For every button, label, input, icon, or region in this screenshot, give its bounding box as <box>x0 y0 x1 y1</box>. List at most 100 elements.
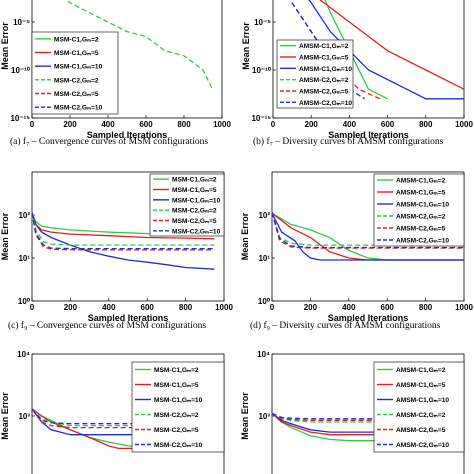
x-tick-label-b: 600 <box>381 120 395 129</box>
series-line-f-2 <box>272 412 464 436</box>
y-tick-label-f: 10⁴ <box>257 350 270 359</box>
legend-label-a-1: MSM-C1,Gₘ=2 <box>54 36 99 43</box>
series-line-c-6 <box>32 212 215 250</box>
y-tick-label-d: 10⁰ <box>258 297 271 306</box>
legend-f: AMSM-C1,Gₘ=2 AMSM-C1,Gₘ=5 AMSM-C1,Gₘ=10 AMS… <box>373 361 465 453</box>
series-line-f-3 <box>272 412 464 433</box>
series-line-e-2 <box>32 408 215 450</box>
legend-label-c-5: MSM-C2,Gₘ=5 <box>172 218 217 225</box>
legend-label-d-1: AMSM-C1,Gₘ=2 <box>396 178 446 185</box>
legend-label-a-6: MSM-C2,Gₘ=10 <box>54 105 103 112</box>
x-tick-label-b: 1000 <box>455 120 473 129</box>
legend-label-f-5: AMSM-C2,Gₘ=5 <box>396 427 446 434</box>
x-axis-label-b: Sampled Iterations <box>328 130 409 140</box>
series-line-b-2 <box>319 0 464 90</box>
x-tick-label-a: 0 <box>30 120 35 129</box>
legend-label-b-4: AMSM-C2,Gₘ=2 <box>299 77 349 84</box>
legend-box-f <box>373 361 465 453</box>
series-line-d-6 <box>272 212 464 249</box>
legend-label-d-6: AMSM-C2,Gₘ=10 <box>396 238 449 245</box>
y-tick-label-b: 10⁻¹⁵ <box>251 114 271 123</box>
series-line-f-6 <box>272 412 464 420</box>
y-tick-label-c: 10² <box>18 211 30 220</box>
plot-frame-b <box>272 0 465 119</box>
series-line-c-4 <box>32 211 215 246</box>
series-line-a-4 <box>65 0 214 90</box>
panel-b: 0 200 400 600 800 1000 Sampled Iterations 10⁻¹⁵… <box>241 0 473 140</box>
y-tick-label-a: 10⁻¹⁰ <box>11 66 31 75</box>
legend-label-b-1: AMSM-C1,Gₘ=2 <box>299 43 349 50</box>
legend-a: MSM-C1,Gₘ=2 MSM-C1,Gₘ=5 MSM-C1,Gₘ=10 MSM-C2… <box>31 31 119 115</box>
series-group-d <box>272 211 464 261</box>
caption-d: (d) f₉ – Diversity curves of AMSM config… <box>250 321 441 331</box>
x-tick-label-c: 800 <box>179 303 193 312</box>
y-axis-label-f: Mean Error <box>240 392 250 440</box>
y-axis-label-a: Mean Error <box>0 22 10 70</box>
x-tick-label-b: 0 <box>271 120 276 129</box>
legend-label-c-3: MSM-C1,Gₘ=10 <box>172 197 221 204</box>
x-tick-label-d: 600 <box>381 303 395 312</box>
legend-label-e-2: MSM-C1,Gₘ=5 <box>154 382 199 389</box>
legend-label-e-6: MSM-C2,Gₘ=10 <box>154 442 203 449</box>
legend-label-c-1: MSM-C1,Gₘ=2 <box>172 177 217 184</box>
legend-label-a-5: MSM-C2,Gₘ=5 <box>54 91 99 98</box>
x-axis-label-a: Sampled Iterations <box>87 130 168 140</box>
x-tick-label-d: 200 <box>304 303 318 312</box>
y-tick-label-d: 10² <box>258 211 270 220</box>
legend-label-a-2: MSM-C1,Gₘ=5 <box>54 50 99 57</box>
series-group-a <box>65 0 214 90</box>
x-tick-label-d: 0 <box>270 303 275 312</box>
x-tick-label-d: 1000 <box>455 303 473 312</box>
legend-label-d-2: AMSM-C1,Gₘ=5 <box>396 190 446 197</box>
legend-label-a-4: MSM-C2,Gₘ=2 <box>54 77 99 84</box>
legend-e: MSM-C1,Gₘ=2 MSM-C1,Gₘ=5 MSM-C1,Gₘ=10 MSM-C2… <box>131 361 225 453</box>
y-tick-label-c: 10⁰ <box>18 297 31 306</box>
x-tick-label-c: 1000 <box>215 303 233 312</box>
legend-box-b <box>276 39 354 109</box>
series-line-d-3 <box>272 212 464 261</box>
legend-label-e-4: MSM-C2,Gₘ=2 <box>154 412 199 419</box>
x-tick-label-b: 200 <box>305 120 319 129</box>
legend-c: MSM-C1,Gₘ=2 MSM-C1,Gₘ=5 MSM-C1,Gₘ=10 MSM-C2… <box>149 173 225 237</box>
series-line-c-3 <box>32 212 215 270</box>
y-axis-label-c: Mean Error <box>0 212 10 260</box>
y-axis-label-e: Mean Error <box>0 392 10 440</box>
legend-label-e-3: MSM-C1,Gₘ=10 <box>154 397 203 404</box>
x-tick-label-a: 400 <box>101 120 115 129</box>
caption-a: (a) f₇ – Convergence curves of MSM confi… <box>10 137 209 147</box>
legend-label-d-3: AMSM-C1,Gₘ=10 <box>396 202 449 209</box>
legend-label-e-1: MSM-C1,Gₘ=2 <box>154 367 199 374</box>
y-axis-label-d: Mean Error <box>240 212 250 260</box>
plot-frame-c <box>31 171 225 302</box>
y-tick-label-e: 10³ <box>18 412 30 421</box>
panel-c: 0 200 400 600 800 1000 Sampled Iterations 10⁰ 10… <box>0 171 233 323</box>
legend-b: AMSM-C1,Gₘ=2 AMSM-C1,Gₘ=5 AMSM-C1,Gₘ=10 AMS… <box>276 39 354 109</box>
x-tick-label-a: 1000 <box>213 120 231 129</box>
legend-box-a <box>31 31 119 115</box>
legend-label-f-6: AMSM-C2,Gₘ=10 <box>396 442 449 449</box>
series-group-c <box>32 211 215 270</box>
x-axis-label-d: Sampled Iterations <box>328 313 409 323</box>
legend-label-d-5: AMSM-C2,Gₘ=5 <box>396 226 446 233</box>
legend-label-d-4: AMSM-C2,Gₘ=2 <box>396 214 446 221</box>
y-tick-label-b: 10⁻¹⁰ <box>252 66 272 75</box>
series-line-e-5 <box>32 408 215 429</box>
legend-label-b-3: AMSM-C1,Gₘ=10 <box>299 66 352 73</box>
series-line-e-4 <box>32 408 215 427</box>
legend-label-f-3: AMSM-C1,Gₘ=10 <box>396 397 449 404</box>
y-tick-label-d: 10¹ <box>258 254 270 263</box>
series-line-f-4 <box>272 412 464 423</box>
y-tick-label-b: 10⁻⁵ <box>254 18 271 27</box>
legend-label-c-2: MSM-C1,Gₘ=5 <box>172 187 217 194</box>
panel-a: 0 200 400 600 800 1000 Sampled Iterations 10⁻¹⁵… <box>0 0 231 140</box>
y-tick-label-f: 10³ <box>258 412 270 421</box>
legend-label-f-2: AMSM-C1,Gₘ=5 <box>396 382 446 389</box>
panel-f: 10³ 10⁴ Mean Error AMSM-C1,Gₘ=2 AMSM-C1,Gₘ=5… <box>240 350 465 474</box>
legend-label-f-4: AMSM-C2,Gₘ=2 <box>396 412 446 419</box>
x-tick-label-c: 200 <box>64 303 78 312</box>
y-axis-label-b: Mean Error <box>241 22 251 70</box>
x-tick-label-b: 800 <box>419 120 433 129</box>
